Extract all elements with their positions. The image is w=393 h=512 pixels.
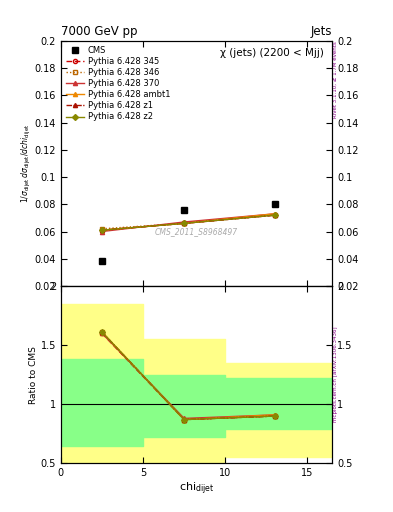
Pythia 6.428 346: [182, 220, 187, 226]
Line: Pythia 6.428 346: Pythia 6.428 346: [100, 213, 277, 231]
Pythia 6.428 z2: [100, 227, 105, 233]
Pythia 6.428 z2: [182, 220, 187, 226]
Text: χ (jets) (2200 < Mjj): χ (jets) (2200 < Mjj): [220, 48, 324, 58]
Legend: CMS, Pythia 6.428 345, Pythia 6.428 346, Pythia 6.428 370, Pythia 6.428 ambt1, P: CMS, Pythia 6.428 345, Pythia 6.428 346,…: [63, 44, 173, 124]
X-axis label: chi$_{\rm dijet}$: chi$_{\rm dijet}$: [179, 481, 214, 497]
Line: Pythia 6.428 z2: Pythia 6.428 z2: [100, 213, 277, 232]
Line: CMS: CMS: [99, 201, 278, 265]
Text: mcplots.cern.ch [arXiv:1306.3436]: mcplots.cern.ch [arXiv:1306.3436]: [332, 327, 338, 422]
Pythia 6.428 370: [272, 211, 277, 217]
CMS: [100, 259, 105, 265]
Text: Rivet 3.1.10, ≥ 1.7M events: Rivet 3.1.10, ≥ 1.7M events: [332, 41, 338, 118]
Y-axis label: Ratio to CMS: Ratio to CMS: [29, 346, 38, 403]
CMS: [272, 201, 277, 207]
Y-axis label: $1/\sigma_{\rm dijet}\,d\sigma_{\rm dijet}/dchi_{\rm dijet}$: $1/\sigma_{\rm dijet}\,d\sigma_{\rm dije…: [20, 124, 33, 203]
Pythia 6.428 370: [100, 228, 105, 234]
Pythia 6.428 345: [272, 212, 277, 218]
Line: Pythia 6.428 370: Pythia 6.428 370: [100, 212, 277, 233]
Text: 7000 GeV pp: 7000 GeV pp: [61, 26, 138, 38]
Pythia 6.428 z2: [272, 212, 277, 218]
Line: Pythia 6.428 ambt1: Pythia 6.428 ambt1: [100, 212, 277, 232]
Pythia 6.428 370: [182, 219, 187, 225]
Pythia 6.428 346: [272, 212, 277, 218]
Pythia 6.428 z1: [182, 220, 187, 226]
Line: Pythia 6.428 345: Pythia 6.428 345: [100, 213, 277, 232]
CMS: [182, 207, 187, 213]
Pythia 6.428 345: [100, 227, 105, 233]
Pythia 6.428 ambt1: [182, 220, 187, 226]
Pythia 6.428 ambt1: [100, 227, 105, 233]
Text: Jets: Jets: [310, 26, 332, 38]
Pythia 6.428 ambt1: [272, 211, 277, 217]
Pythia 6.428 z1: [272, 212, 277, 218]
Text: CMS_2011_S8968497: CMS_2011_S8968497: [155, 227, 238, 237]
Pythia 6.428 346: [100, 226, 105, 232]
Pythia 6.428 345: [182, 220, 187, 226]
Pythia 6.428 z1: [100, 227, 105, 233]
Line: Pythia 6.428 z1: Pythia 6.428 z1: [100, 213, 277, 232]
